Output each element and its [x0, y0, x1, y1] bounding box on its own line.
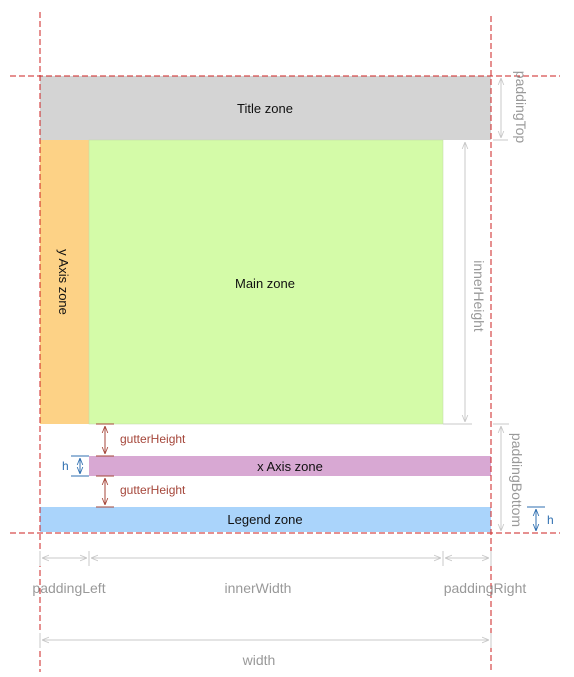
h-xaxis-label: h: [62, 459, 69, 473]
title-zone-label: Title zone: [237, 101, 293, 116]
gutter-height-bottom-label: gutterHeight: [120, 483, 186, 497]
width-label: width: [242, 652, 276, 668]
inner-height-label: innerHeight: [471, 260, 487, 332]
y-axis-zone-label: y Axis zone: [56, 249, 71, 315]
padding-right-label: paddingRight: [444, 580, 527, 596]
x-axis-zone-label: x Axis zone: [257, 459, 323, 474]
padding-top-label: paddingTop: [513, 71, 529, 144]
inner-width-label: innerWidth: [225, 580, 292, 596]
padding-bottom-label: paddingBottom: [509, 433, 525, 527]
legend-zone-label: Legend zone: [227, 512, 302, 527]
gutter-height-top-label: gutterHeight: [120, 432, 186, 446]
h-legend-label: h: [547, 513, 554, 527]
padding-left-label: paddingLeft: [32, 580, 105, 596]
main-zone-label: Main zone: [235, 276, 295, 291]
